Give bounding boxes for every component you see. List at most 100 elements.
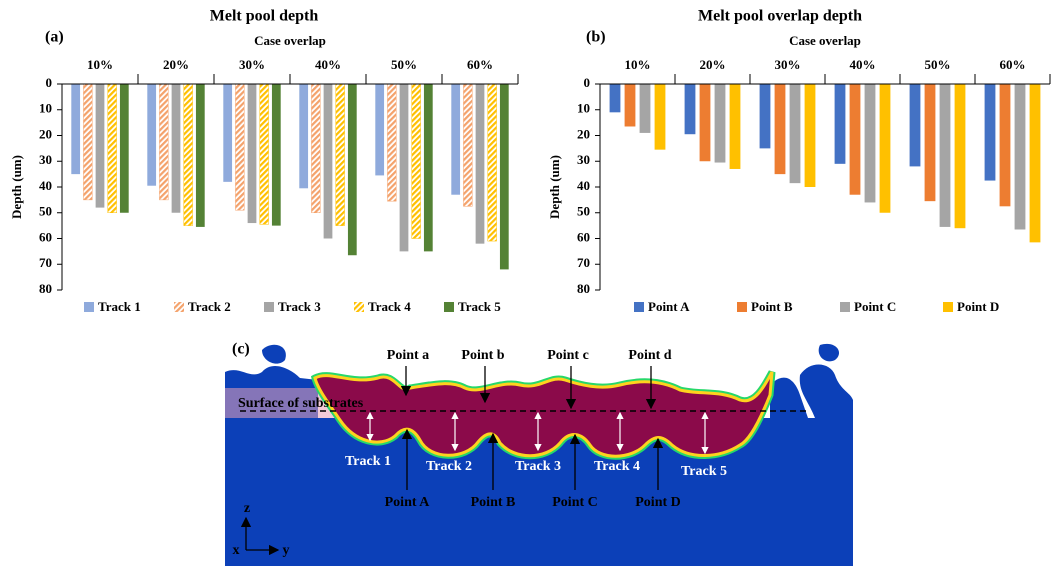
- bar: [910, 84, 921, 166]
- bar: [71, 84, 80, 174]
- chart-title: Melt pool depth: [210, 8, 319, 25]
- bar: [955, 84, 966, 228]
- bar: [985, 84, 996, 181]
- bar: [715, 84, 726, 163]
- track-label: Track 3: [515, 459, 561, 474]
- y-tick-label: 50: [577, 204, 590, 219]
- bar: [260, 84, 269, 224]
- legend-label: Track 4: [368, 299, 411, 314]
- legend-label: Point B: [751, 299, 793, 314]
- bar: [451, 84, 460, 195]
- bar: [790, 84, 801, 183]
- y-tick-label: 40: [39, 178, 52, 193]
- bar: [299, 84, 308, 188]
- legend-label: Track 5: [458, 299, 501, 314]
- legend-swatch: [174, 302, 184, 312]
- track-label: Track 5: [681, 464, 727, 479]
- panel-label: (a): [45, 29, 64, 46]
- point-label: Point B: [471, 495, 516, 510]
- legend-swatch: [264, 302, 274, 312]
- y-tick-label: 70: [577, 255, 590, 270]
- bar: [865, 84, 876, 202]
- legend-label: Point D: [957, 299, 999, 314]
- bar: [272, 84, 281, 226]
- legend-swatch: [737, 302, 747, 312]
- bar: [324, 84, 333, 239]
- x-tick-label: 10%: [87, 57, 113, 72]
- bar: [184, 84, 193, 226]
- bar: [700, 84, 711, 161]
- point-label: Point c: [547, 348, 589, 363]
- point-label: Point A: [385, 495, 431, 510]
- y-axis-title: Depth (um): [547, 155, 562, 219]
- bar: [835, 84, 846, 164]
- bar: [196, 84, 205, 227]
- bar: [655, 84, 666, 150]
- simulation-image: (c) Surface of substrates Point a Point …: [225, 338, 853, 566]
- x-tick-label: 30%: [239, 57, 265, 72]
- bar: [805, 84, 816, 187]
- bar: [348, 84, 357, 255]
- bar: [83, 84, 92, 200]
- bar: [940, 84, 951, 227]
- y-tick-label: 0: [584, 75, 591, 90]
- legend-swatch: [444, 302, 454, 312]
- x-tick-label: 50%: [391, 57, 417, 72]
- y-tick-label: 80: [577, 281, 590, 296]
- x-tick-label: 60%: [1000, 57, 1026, 72]
- bar: [488, 84, 497, 241]
- track-label: Track 1: [345, 454, 391, 469]
- legend-swatch: [943, 302, 953, 312]
- x-tick-label: 40%: [315, 57, 341, 72]
- bar: [412, 84, 421, 239]
- bar: [775, 84, 786, 174]
- legend-swatch: [354, 302, 364, 312]
- bar: [147, 84, 156, 186]
- bar: [424, 84, 433, 251]
- y-tick-label: 20: [39, 126, 52, 141]
- surface-label: Surface of substrates: [238, 396, 364, 411]
- y-tick-label: 10: [39, 101, 52, 116]
- bar: [311, 84, 320, 213]
- bar: [172, 84, 181, 213]
- axis-label: x: [233, 543, 240, 558]
- x-tick-label: 20%: [163, 57, 189, 72]
- y-axis-title: Depth (um): [9, 155, 24, 219]
- bar: [108, 84, 117, 213]
- bar: [476, 84, 485, 244]
- y-tick-label: 70: [39, 255, 52, 270]
- x-tick-label: 30%: [775, 57, 801, 72]
- bar: [610, 84, 621, 112]
- bar: [760, 84, 771, 148]
- axis-label: y: [283, 543, 290, 558]
- legend-label: Track 3: [278, 299, 321, 314]
- legend-label: Point A: [648, 299, 690, 314]
- bar: [159, 84, 168, 200]
- bar: [640, 84, 651, 133]
- bar: [730, 84, 741, 169]
- bar: [96, 84, 105, 208]
- axis-label: z: [244, 501, 250, 516]
- bar: [463, 84, 472, 206]
- bar: [850, 84, 861, 195]
- bar: [685, 84, 696, 134]
- y-tick-label: 10: [577, 101, 590, 116]
- y-tick-label: 40: [577, 178, 590, 193]
- y-tick-label: 30: [577, 152, 590, 167]
- point-label: Point b: [461, 348, 504, 363]
- x-axis-title: Case overlap: [789, 33, 861, 48]
- x-tick-label: 50%: [925, 57, 951, 72]
- point-label: Point D: [635, 495, 681, 510]
- bar: [223, 84, 232, 182]
- figure: (c) Surface of substrates Point a Point …: [0, 0, 1054, 566]
- bar: [625, 84, 636, 126]
- bar: [880, 84, 891, 213]
- legend-swatch: [634, 302, 644, 312]
- y-tick-label: 60: [577, 229, 590, 244]
- bar: [248, 84, 257, 223]
- point-label: Point C: [552, 495, 598, 510]
- bar: [120, 84, 129, 213]
- point-label: Point a: [387, 348, 429, 363]
- bar: [1030, 84, 1041, 242]
- point-label: Point d: [628, 348, 671, 363]
